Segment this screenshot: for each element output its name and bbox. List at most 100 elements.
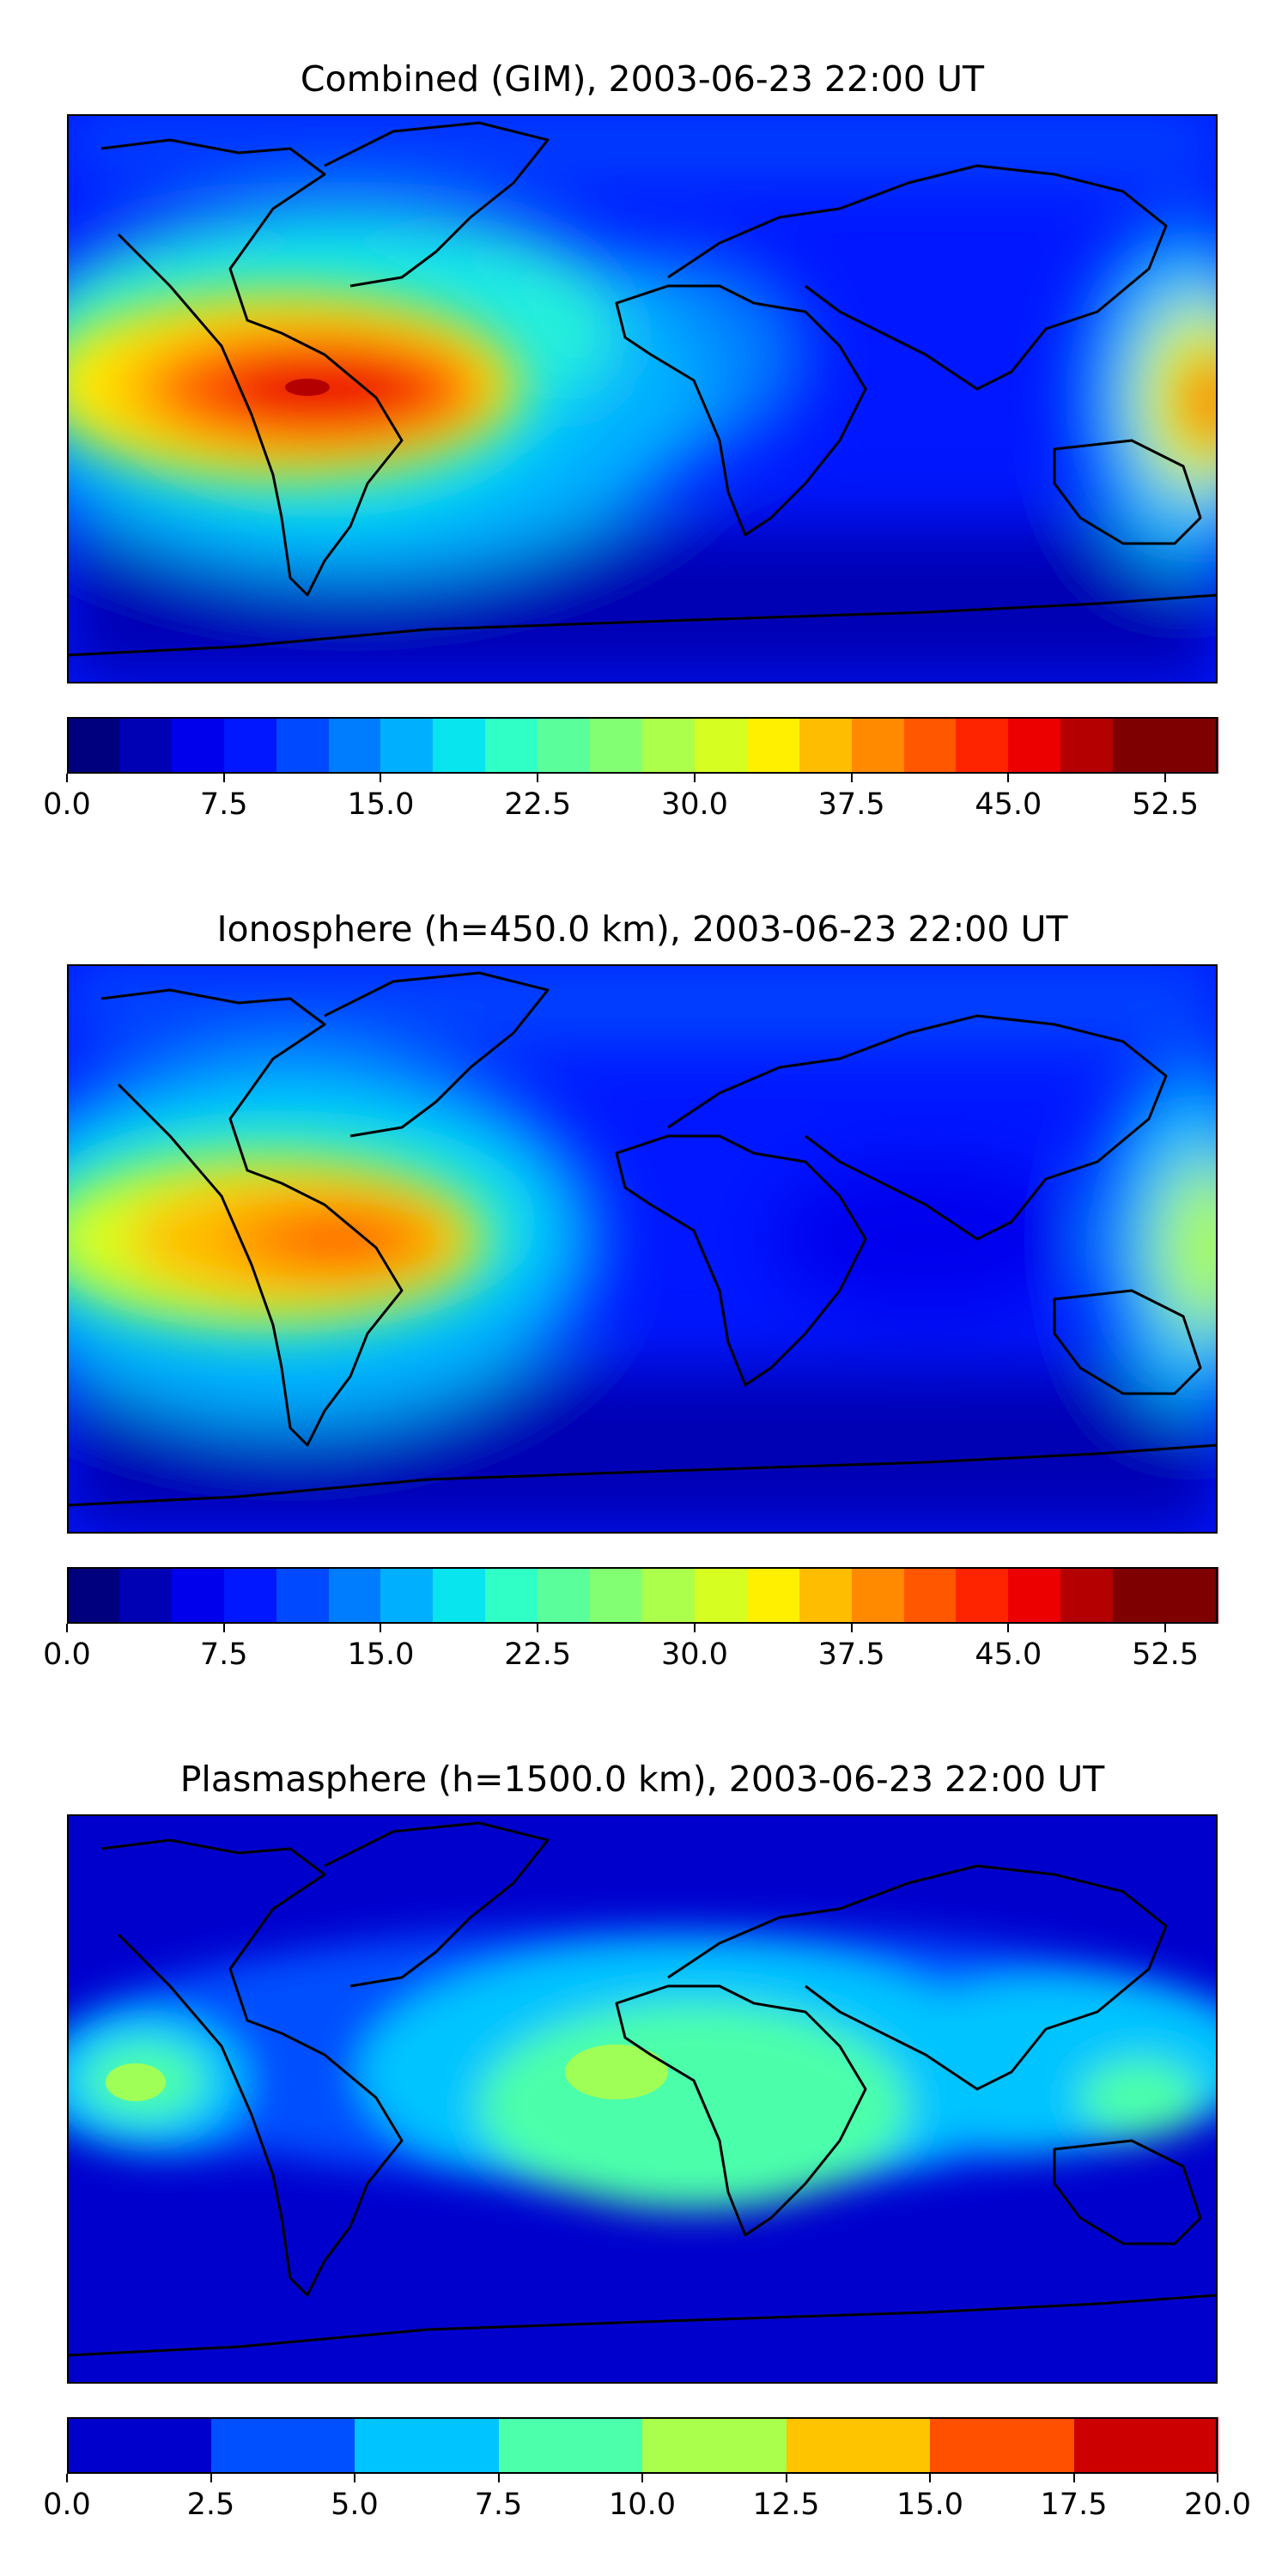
map-svg: [67, 1814, 1218, 2384]
colorbar-segment: [956, 717, 1010, 774]
colorbar-frame: [67, 1567, 1218, 1624]
colorbar-segment: [67, 1567, 120, 1624]
colorbar-tick-label: 2.5: [186, 2488, 235, 2522]
colorbar-tick-label: 0.0: [43, 1637, 91, 1672]
colorbar-segment: [786, 2417, 931, 2474]
colorbar-tick-label: 45.0: [975, 1637, 1042, 1672]
colorbar-segment: [380, 717, 434, 774]
colorbar-segment: [746, 717, 800, 774]
colorbar-tick: [66, 1624, 68, 1632]
colorbar-segment: [1165, 1567, 1218, 1624]
colorbar-segment: [851, 717, 905, 774]
colorbar-segment: [355, 2417, 500, 2474]
colorbar-tick: [1072, 2474, 1075, 2482]
colorbar-tick-label: 22.5: [504, 787, 572, 822]
colorbar-tick-label: 7.5: [199, 1637, 248, 1672]
colorbar-segment: [485, 1567, 539, 1624]
coastlines: [67, 971, 1218, 1507]
colorbar: [67, 717, 1218, 774]
colorbar-tick-label: 15.0: [347, 787, 415, 822]
colorbar-tick-label: 7.5: [474, 2488, 523, 2522]
colorbar-tick-label: 30.0: [660, 787, 728, 822]
colorbar-tick-label: 20.0: [1184, 2488, 1251, 2522]
colorbar: [67, 1567, 1218, 1624]
colorbar-segment: [276, 717, 330, 774]
colorbar-tick: [537, 774, 539, 782]
colorbar-tick: [66, 2474, 68, 2482]
colorbar-tick-label: 12.5: [752, 2488, 820, 2522]
colorbar-segment: [903, 1567, 957, 1624]
colorbar-segment: [498, 2417, 643, 2474]
colorbar-tick: [641, 2474, 643, 2482]
colorbar-segment: [799, 1567, 853, 1624]
colorbar-segment: [1073, 2417, 1218, 2474]
colorbar-segment: [328, 717, 382, 774]
colorbar-segment: [930, 2417, 1075, 2474]
colorbar-tick-label: 37.5: [817, 787, 885, 822]
colorbar-tick: [380, 1624, 382, 1632]
colorbar-tick: [537, 1624, 539, 1632]
colorbar-segment: [590, 717, 643, 774]
colorbar-tick-label: 0.0: [43, 2488, 91, 2522]
colorbar-segment: [118, 1567, 173, 1624]
colorbar-segment: [851, 1567, 905, 1624]
colorbar-tick-label: 5.0: [331, 2488, 379, 2522]
colorbar-tick: [1164, 1624, 1167, 1632]
colorbar-tick-label: 30.0: [660, 1637, 728, 1672]
colorbar-segment: [210, 2417, 355, 2474]
colorbar-tick: [850, 1624, 853, 1632]
colorbar-ticks: 0.0 7.5 15.0 22.5 30.0 37.5 45.0 52.5: [43, 1624, 1218, 1675]
colorbar-tick: [785, 2474, 787, 2482]
colorbar-tick-label: 52.5: [1132, 1637, 1200, 1672]
colorbar-segment: [799, 717, 853, 774]
colorbar-segment: [171, 1567, 225, 1624]
map-plot: [67, 964, 1218, 1534]
colorbar-tick: [222, 774, 225, 782]
colorbar-tick: [929, 2474, 931, 2482]
colorbar-tick: [693, 1624, 696, 1632]
colorbar-segment: [328, 1567, 382, 1624]
colorbar-segment: [642, 2417, 787, 2474]
colorbar-tick: [497, 2474, 500, 2482]
colorbar-segment: [118, 717, 173, 774]
colorbar-segment: [1165, 717, 1218, 774]
colorbar-segment: [380, 1567, 434, 1624]
colorbar-ticks: 0.0 7.5 15.0 22.5 30.0 37.5 45.0 52.5: [43, 774, 1218, 825]
colorbar-segment: [956, 1567, 1010, 1624]
colorbar-tick: [1007, 1624, 1010, 1632]
colorbar-tick: [66, 774, 68, 782]
colorbar-tick-label: 7.5: [199, 787, 248, 822]
colorbar-segment: [903, 717, 957, 774]
colorbar-segment: [485, 717, 539, 774]
colorbar-tick-label: 15.0: [896, 2488, 963, 2522]
coastlines: [67, 121, 1218, 657]
colorbar-tick-label: 45.0: [975, 787, 1042, 822]
map-plot: [67, 1814, 1218, 2384]
colorbar-tick: [1217, 2474, 1218, 2482]
colorbar-segment: [1060, 1567, 1115, 1624]
colorbar-tick-label: 17.5: [1040, 2488, 1108, 2522]
colorbar-segment: [746, 1567, 800, 1624]
colorbar-frame: [67, 717, 1218, 774]
colorbar: [67, 2417, 1218, 2474]
colorbar-segment: [67, 717, 120, 774]
colorbar-tick: [1164, 774, 1167, 782]
colorbar-tick: [1007, 774, 1010, 782]
colorbar-segment: [1113, 1567, 1167, 1624]
colorbar-segment: [1008, 717, 1062, 774]
colorbar-ticks: 0.0 2.5 5.0 7.5 10.0 12.5 15.0 17.5 20.0: [43, 2474, 1251, 2525]
colorbar-segment: [171, 717, 225, 774]
chart-title: Plasmasphere (h=1500.0 km), 2003-06-23 2…: [179, 1759, 1105, 1800]
colorbar-tick-label: 37.5: [817, 1637, 885, 1672]
colorbar-segment: [590, 1567, 643, 1624]
colorbar-segment: [1060, 717, 1115, 774]
colorbar-segment: [223, 1567, 277, 1624]
colorbar-segment: [642, 1567, 696, 1624]
coastlines: [67, 1821, 1218, 2357]
map-svg: [67, 964, 1218, 1534]
colorbar-segment: [694, 717, 748, 774]
colorbar-segment: [538, 1567, 592, 1624]
colorbar-tick: [354, 2474, 355, 2482]
chart-title: Combined (GIM), 2003-06-23 22:00 UT: [300, 58, 985, 100]
colorbar-tick-label: 10.0: [609, 2488, 676, 2522]
